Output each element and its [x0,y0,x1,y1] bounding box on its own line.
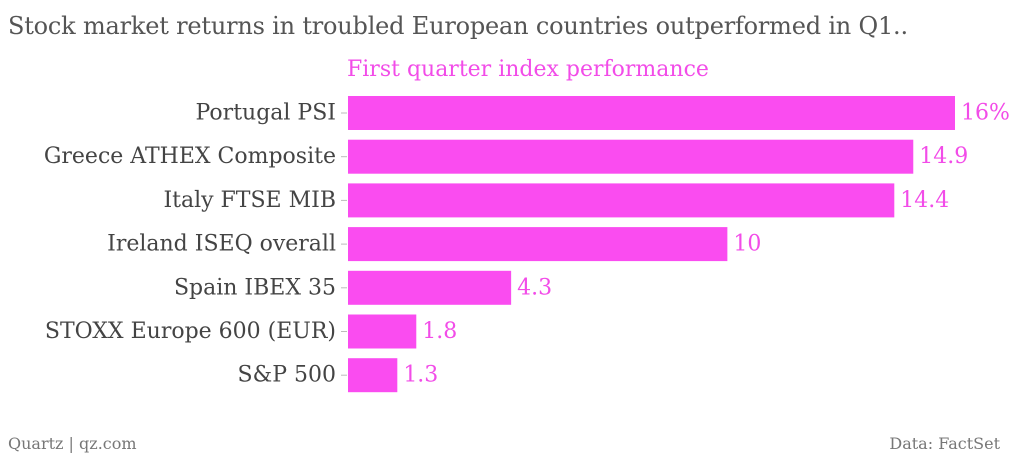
bar-stoxx-europe-600-eur [348,314,417,349]
value-label-italy-ftse-mib: 14.4 [900,188,949,213]
bar-ireland-iseq-overall [348,227,728,262]
value-label-spain-ibex-35: 4.3 [517,275,552,300]
value-label-portugal-psi: 16% [961,101,1010,126]
chart-title: Stock market returns in troubled Europea… [8,12,908,40]
value-label-s-p-500: 1.3 [403,363,438,388]
bar-italy-ftse-mib [348,183,895,218]
bars-layer: Portugal PSI 16% Greece ATHEX Composite 14.… [44,96,1010,393]
category-label-stoxx-europe-600-eur: STOXX Europe 600 (EUR) [45,319,336,344]
value-label-greece-athex-composite: 14.9 [919,144,968,169]
value-label-stoxx-europe-600-eur: 1.8 [422,319,457,344]
category-label-ireland-iseq-overall: Ireland ISEQ overall [107,232,336,257]
bar-portugal-psi [348,96,955,130]
footer-source-right: Data: FactSet [889,434,1000,453]
bar-spain-ibex-35 [348,270,512,305]
category-label-spain-ibex-35: Spain IBEX 35 [174,275,336,300]
category-label-s-p-500: S&P 500 [238,363,336,388]
category-label-greece-athex-composite: Greece ATHEX Composite [44,144,336,169]
bar-s-p-500 [348,358,398,393]
category-label-italy-ftse-mib: Italy FTSE MIB [163,188,336,213]
footer-source-left: Quartz | qz.com [8,434,137,453]
chart-subtitle: First quarter index performance [347,57,709,82]
value-label-ireland-iseq-overall: 10 [733,232,761,257]
bar-greece-athex-composite [348,139,914,174]
category-label-portugal-psi: Portugal PSI [196,101,336,126]
